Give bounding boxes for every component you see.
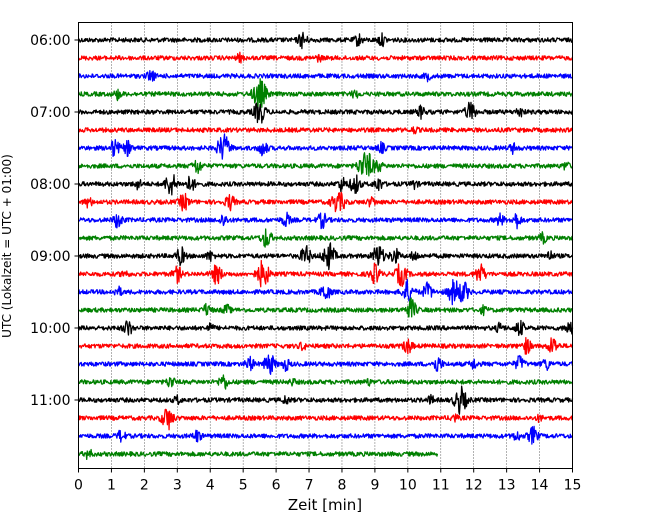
- plot-area-frame: [78, 22, 573, 469]
- x-tick-label: 0: [74, 478, 83, 494]
- x-tick-label: 14: [531, 478, 549, 494]
- x-tick-label: 7: [305, 478, 314, 494]
- trace-0645: [77, 78, 574, 108]
- trace-0930: [77, 278, 574, 306]
- y-tick-label: 10:00: [30, 321, 70, 337]
- trace-1015: [77, 337, 574, 355]
- y-tick-label: 07:00: [30, 105, 70, 121]
- trace-0800: [77, 174, 574, 196]
- x-tick-label: 11: [432, 478, 450, 494]
- seismic-traces: [77, 31, 574, 461]
- x-tick-label: 9: [370, 478, 379, 494]
- trace-0615: [77, 51, 574, 64]
- trace-1045: [77, 374, 574, 390]
- trace-0600: [77, 31, 574, 50]
- x-axis-label: Zeit [min]: [288, 496, 362, 514]
- y-tick-label: 11:00: [30, 393, 70, 409]
- y-axis-label: UTC (Lokalzeit = UTC + 01:00): [0, 154, 14, 338]
- trace-1130: [77, 425, 574, 445]
- trace-0715: [78, 126, 574, 135]
- x-tick-label: 1: [107, 478, 116, 494]
- trace-0700: [78, 101, 574, 124]
- trace-1030: [77, 354, 574, 375]
- trace-0630: [78, 70, 573, 83]
- x-axis-ticks: 0 1 2 3 4 5 6 7 8 9 10 11 12 13 14 15: [74, 468, 582, 494]
- x-tick-label: 2: [140, 478, 149, 494]
- x-tick-label: 8: [338, 478, 347, 494]
- trace-0730: [77, 133, 574, 160]
- y-axis-ticks: 06:00 07:00 08:00 09:00 10:00 11:00: [30, 33, 79, 409]
- x-tick-label: 4: [206, 478, 215, 494]
- x-tick-label: 3: [173, 478, 182, 494]
- y-tick-label: 08:00: [30, 177, 70, 193]
- trace-0945: [78, 297, 574, 318]
- y-tick-label: 06:00: [30, 33, 70, 49]
- trace-1145: [78, 448, 439, 461]
- trace-1000: [77, 319, 574, 337]
- trace-0830: [77, 211, 574, 230]
- x-tick-label: 5: [239, 478, 248, 494]
- y-tick-label: 09:00: [30, 249, 70, 265]
- trace-0900: [78, 242, 573, 271]
- trace-0745: [78, 152, 574, 177]
- x-tick-label: 15: [564, 478, 582, 494]
- trace-0815: [77, 191, 573, 213]
- trace-0845: [78, 228, 574, 248]
- trace-0915: [77, 259, 574, 288]
- vertical-grid-lines: [111, 22, 540, 469]
- x-tick-label: 10: [399, 478, 417, 494]
- trace-1100: [77, 385, 574, 415]
- x-tick-label: 12: [465, 478, 483, 494]
- trace-1115: [77, 408, 574, 431]
- x-tick-label: 13: [498, 478, 516, 494]
- x-tick-label: 6: [272, 478, 281, 494]
